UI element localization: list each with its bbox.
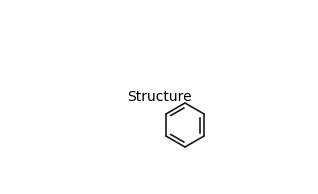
Text: Structure: Structure [127,90,191,104]
